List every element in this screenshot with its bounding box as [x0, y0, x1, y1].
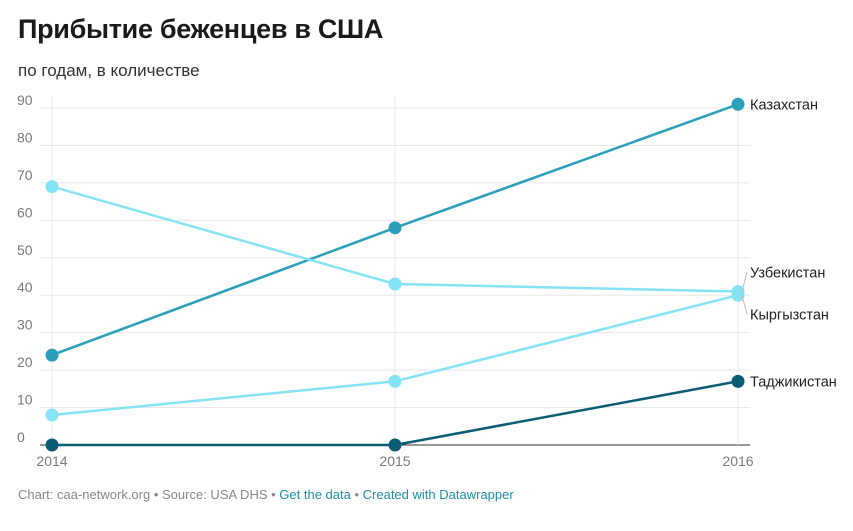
x-tick-label: 2014 — [36, 453, 67, 469]
data-point — [388, 277, 402, 291]
y-tick-label: 0 — [17, 429, 25, 445]
data-point — [731, 374, 745, 388]
datawrapper-link[interactable]: Created with Datawrapper — [362, 487, 514, 502]
label-connector — [741, 272, 748, 292]
chart-footer: Chart: caa-network.org • Source: USA DHS… — [18, 487, 514, 502]
data-point — [731, 97, 745, 111]
footer-separator: • — [150, 487, 163, 502]
x-tick-label: 2015 — [379, 453, 410, 469]
x-axis-ticks: 2014 2015 2016 — [36, 453, 753, 469]
data-point — [45, 180, 59, 194]
footer-credit: Chart: caa-network.org — [18, 487, 151, 502]
series-labels: Казахстан Узбекистан Кыргызстан Таджикистан — [741, 97, 837, 390]
y-tick-label: 60 — [17, 204, 33, 220]
y-tick-label: 90 — [17, 92, 33, 108]
y-tick-label: 40 — [17, 279, 33, 295]
series-label: Кыргызстан — [750, 307, 829, 323]
y-tick-label: 20 — [17, 354, 33, 370]
series-label: Казахстан — [750, 97, 818, 113]
data-point — [388, 221, 402, 235]
y-tick-label: 10 — [17, 392, 33, 408]
y-axis-ticks: 0 10 20 30 40 50 60 70 80 90 — [17, 92, 33, 445]
y-tick-label: 30 — [17, 317, 33, 333]
footer-separator: • — [267, 487, 280, 502]
label-connector — [741, 295, 748, 315]
data-point — [731, 288, 745, 302]
chart-title: Прибытие беженцев в США — [18, 14, 384, 44]
y-tick-label: 80 — [17, 129, 33, 145]
footer-separator: • — [350, 487, 363, 502]
data-point — [45, 408, 59, 422]
series-label: Узбекистан — [750, 265, 825, 281]
series-label: Таджикистан — [750, 374, 837, 390]
data-point — [388, 374, 402, 388]
data-point — [388, 438, 402, 452]
x-tick-label: 2016 — [722, 453, 753, 469]
get-the-data-link[interactable]: Get the data — [279, 487, 351, 502]
chart-subtitle: по годам, в количестве — [18, 61, 200, 80]
data-point — [45, 438, 59, 452]
y-tick-label: 50 — [17, 242, 33, 258]
y-tick-label: 70 — [17, 167, 33, 183]
grid-lines — [40, 96, 750, 446]
series-points — [45, 97, 745, 452]
footer-source: Source: USA DHS — [162, 487, 268, 502]
data-point — [45, 348, 59, 362]
